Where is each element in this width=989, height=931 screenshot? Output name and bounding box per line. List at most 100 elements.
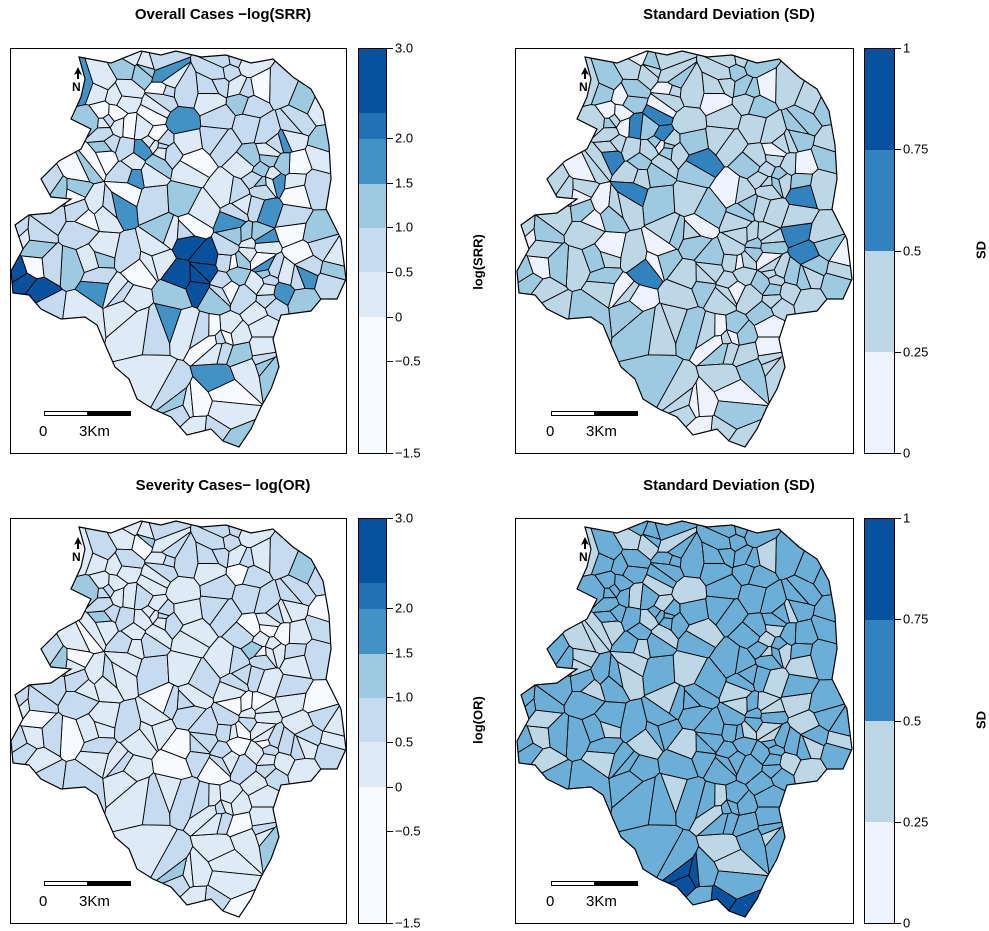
- scale-label-start: 0: [546, 423, 555, 440]
- panel-title-sd-2: Standard Deviation (SD): [643, 477, 815, 494]
- district-area: [787, 129, 816, 153]
- district-area: [610, 551, 629, 576]
- map-overall-srr: N 0 3Km: [10, 48, 347, 454]
- district-area: [736, 789, 759, 816]
- district-area: [651, 521, 698, 541]
- legend-color-band: [359, 653, 386, 698]
- district-area: [273, 622, 291, 647]
- district-area: [21, 104, 99, 142]
- legend-tick-label: 0.5: [903, 713, 922, 728]
- district-area: [104, 551, 123, 576]
- svg-text:N: N: [579, 550, 588, 563]
- panel-title-sd-1: Standard Deviation (SD): [643, 6, 815, 23]
- district-area: [169, 306, 200, 361]
- district-area: [102, 113, 115, 130]
- district-area: [760, 269, 777, 280]
- district-area: [693, 656, 727, 700]
- legend-tick-label: −0.5: [395, 353, 421, 369]
- legend-tick: [895, 149, 901, 151]
- legend-log-or: [358, 518, 387, 924]
- legend-color-band: [359, 139, 386, 184]
- district-area: [760, 826, 783, 848]
- district-area: [761, 753, 783, 766]
- legend-tick: [387, 697, 393, 699]
- district-area: [679, 61, 705, 109]
- district-area: [169, 776, 200, 831]
- legend-color-band: [359, 697, 386, 743]
- district-area: [813, 232, 848, 262]
- district-area: [716, 231, 746, 256]
- district-area: [250, 536, 271, 574]
- legend-tick-label: 0.25: [903, 814, 929, 830]
- district-area: [210, 231, 240, 256]
- district-area: [254, 826, 277, 848]
- north-arrow-icon: N: [578, 537, 592, 563]
- district-area: [254, 241, 283, 255]
- district-area: [145, 51, 192, 71]
- district-area: [307, 232, 342, 262]
- north-arrow-icon: N: [71, 67, 85, 93]
- district-area: [314, 272, 346, 358]
- district-area: [254, 739, 271, 750]
- legend-tick: [387, 361, 393, 363]
- district-area: [102, 583, 115, 600]
- legend-color-band: [865, 150, 894, 251]
- district-area: [793, 287, 852, 368]
- district-area: [230, 789, 253, 816]
- district-area: [608, 113, 621, 130]
- district-area: [632, 638, 651, 660]
- district-area: [139, 720, 159, 753]
- legend-sd-2: [864, 518, 895, 924]
- legend-tick: [895, 351, 901, 353]
- district-area: [214, 329, 227, 345]
- district-area: [214, 799, 227, 815]
- legend-color-band: [359, 519, 386, 583]
- district-area: [672, 180, 709, 218]
- legend-tick: [895, 453, 901, 454]
- district-area: [675, 306, 706, 361]
- district-area: [256, 667, 284, 699]
- district-area: [608, 652, 624, 690]
- district-area: [63, 668, 90, 693]
- legend-color-band: [359, 272, 386, 317]
- district-area: [281, 129, 310, 153]
- legend-tick: [387, 652, 393, 654]
- district-area: [221, 280, 241, 306]
- district-area: [721, 253, 738, 273]
- district-area: [253, 109, 281, 144]
- district-area: [139, 250, 159, 283]
- scale-label-end: 3Km: [79, 893, 110, 910]
- district-area: [608, 182, 624, 220]
- map-sd-or: N 0 3Km: [515, 518, 854, 924]
- scale-label-end: 3Km: [586, 893, 617, 910]
- district-area: [760, 241, 789, 255]
- district-area: [287, 287, 346, 368]
- district-area: [754, 336, 812, 357]
- district-area: [721, 723, 738, 743]
- scale-label-start: 0: [546, 893, 555, 910]
- district-area: [82, 597, 114, 613]
- district-area: [727, 280, 747, 306]
- district-area: [626, 152, 652, 171]
- map-severity-or: N 0 3Km: [10, 518, 347, 924]
- district-area: [517, 758, 573, 917]
- legend-tick-label: −1.5: [395, 445, 421, 461]
- legend-log-srr: [358, 48, 387, 454]
- district-area: [151, 278, 193, 310]
- legend-tick: [387, 48, 393, 49]
- legend-color-band: [359, 183, 386, 228]
- district-area: [691, 280, 717, 309]
- legend-tick-label: 3.0: [395, 40, 414, 56]
- district-area: [645, 720, 665, 753]
- legend-tick-label: 1.5: [395, 645, 414, 661]
- legend-color-band: [359, 609, 386, 654]
- district-area: [527, 104, 605, 142]
- legend-tick: [895, 250, 901, 252]
- district-area: [250, 66, 271, 104]
- legend-tick-label: 0.75: [903, 611, 929, 627]
- legend-sd-1: [864, 48, 895, 454]
- district-area: [642, 573, 674, 597]
- district-area: [720, 329, 733, 345]
- district-area: [235, 612, 261, 638]
- district-area: [221, 750, 241, 776]
